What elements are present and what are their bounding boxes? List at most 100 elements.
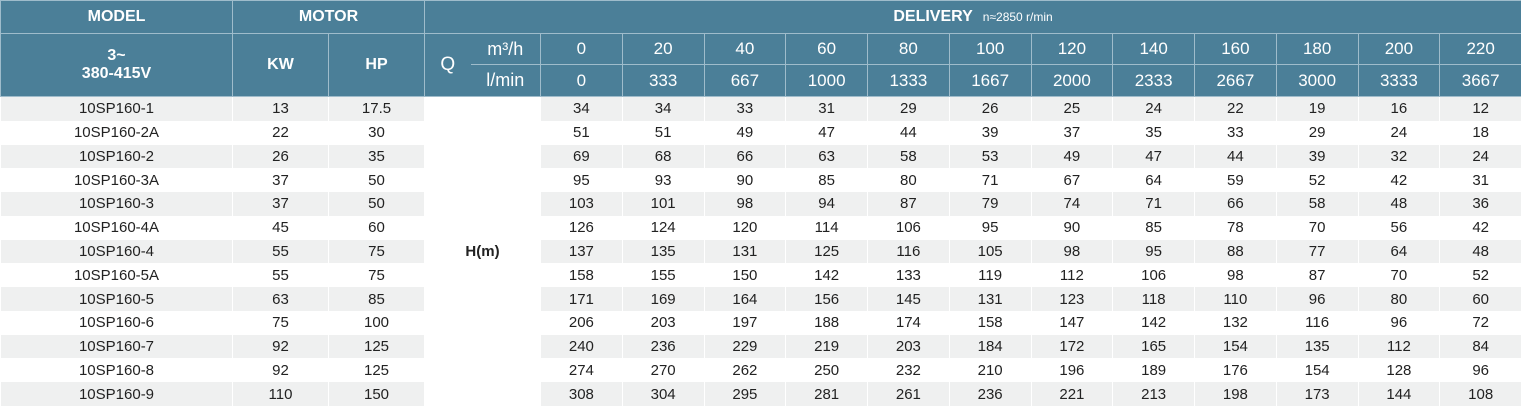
model-cell: 10SP160-9 [1,382,233,406]
head-value-cell: 103 [541,192,623,216]
head-value-cell: 150 [704,263,786,287]
hp-cell: 75 [329,240,425,264]
hp-cell: 50 [329,168,425,192]
flow-lmin-cell: 667 [704,65,786,97]
head-value-cell: 106 [1113,263,1195,287]
kw-cell: 110 [233,382,329,406]
head-value-cell: 39 [1276,145,1358,169]
voltage-label: 380-415V [1,65,232,83]
head-value-cell: 66 [704,145,786,169]
head-value-cell: 158 [541,263,623,287]
flow-lmin-cell: 2667 [1195,65,1277,97]
head-value-cell: 37 [1031,121,1113,145]
hp-cell: 75 [329,263,425,287]
head-value-cell: 108 [1440,382,1521,406]
head-value-cell: 112 [1031,263,1113,287]
head-value-cell: 68 [622,145,704,169]
head-value-cell: 29 [1276,121,1358,145]
head-value-cell: 101 [622,192,704,216]
head-value-cell: 67 [1031,168,1113,192]
head-value-cell: 206 [541,311,623,335]
head-value-cell: 171 [541,287,623,311]
head-value-cell: 142 [1113,311,1195,335]
head-label: H(m) [425,97,541,406]
head-value-cell: 184 [949,335,1031,359]
head-value-cell: 172 [1031,335,1113,359]
head-value-cell: 147 [1031,311,1113,335]
head-value-cell: 85 [1113,216,1195,240]
head-value-cell: 110 [1195,287,1277,311]
model-cell: 10SP160-6 [1,311,233,335]
head-value-cell: 169 [622,287,704,311]
head-value-cell: 48 [1440,240,1521,264]
head-value-cell: 36 [1440,192,1521,216]
head-value-cell: 203 [622,311,704,335]
head-value-cell: 281 [786,382,868,406]
head-value-cell: 210 [949,358,1031,382]
head-value-cell: 39 [949,121,1031,145]
head-value-cell: 98 [1031,240,1113,264]
model-cell: 10SP160-5 [1,287,233,311]
hp-cell: 17.5 [329,97,425,121]
speed-label: n≈2850 r/min [983,10,1053,24]
kw-cell: 92 [233,358,329,382]
flow-m3h-cell: 220 [1440,34,1521,65]
kw-cell: 45 [233,216,329,240]
head-value-cell: 33 [704,97,786,121]
head-value-cell: 120 [704,216,786,240]
head-value-cell: 56 [1358,216,1440,240]
head-value-cell: 114 [786,216,868,240]
head-value-cell: 119 [949,263,1031,287]
head-value-cell: 232 [868,358,950,382]
head-value-cell: 64 [1358,240,1440,264]
head-value-cell: 71 [1113,192,1195,216]
flow-m3h-cell: 140 [1113,34,1195,65]
kw-cell: 26 [233,145,329,169]
kw-cell: 22 [233,121,329,145]
flow-lmin-cell: 0 [541,65,623,97]
head-value-cell: 42 [1358,168,1440,192]
head-value-cell: 295 [704,382,786,406]
head-value-cell: 34 [541,97,623,121]
head-value-cell: 213 [1113,382,1195,406]
head-value-cell: 144 [1358,382,1440,406]
head-value-cell: 18 [1440,121,1521,145]
head-value-cell: 25 [1031,97,1113,121]
hp-cell: 60 [329,216,425,240]
head-value-cell: 250 [786,358,868,382]
head-value-cell: 308 [541,382,623,406]
head-value-cell: 29 [868,97,950,121]
head-value-cell: 88 [1195,240,1277,264]
head-value-cell: 26 [949,97,1031,121]
head-value-cell: 96 [1276,287,1358,311]
kw-cell: 55 [233,263,329,287]
head-value-cell: 304 [622,382,704,406]
head-value-cell: 42 [1440,216,1521,240]
head-value-cell: 261 [868,382,950,406]
head-value-cell: 221 [1031,382,1113,406]
head-value-cell: 71 [949,168,1031,192]
hp-header: HP [329,34,425,97]
head-value-cell: 59 [1195,168,1277,192]
head-value-cell: 52 [1440,263,1521,287]
head-value-cell: 44 [868,121,950,145]
flow-m3h-cell: 100 [949,34,1031,65]
model-cell: 10SP160-4A [1,216,233,240]
model-cell: 10SP160-3A [1,168,233,192]
kw-cell: 63 [233,287,329,311]
head-value-cell: 87 [1276,263,1358,287]
head-value-cell: 106 [868,216,950,240]
head-value-cell: 31 [786,97,868,121]
head-value-cell: 31 [1440,168,1521,192]
head-value-cell: 64 [1113,168,1195,192]
model-cell: 10SP160-1 [1,97,233,121]
head-value-cell: 176 [1195,358,1277,382]
hp-cell: 100 [329,311,425,335]
